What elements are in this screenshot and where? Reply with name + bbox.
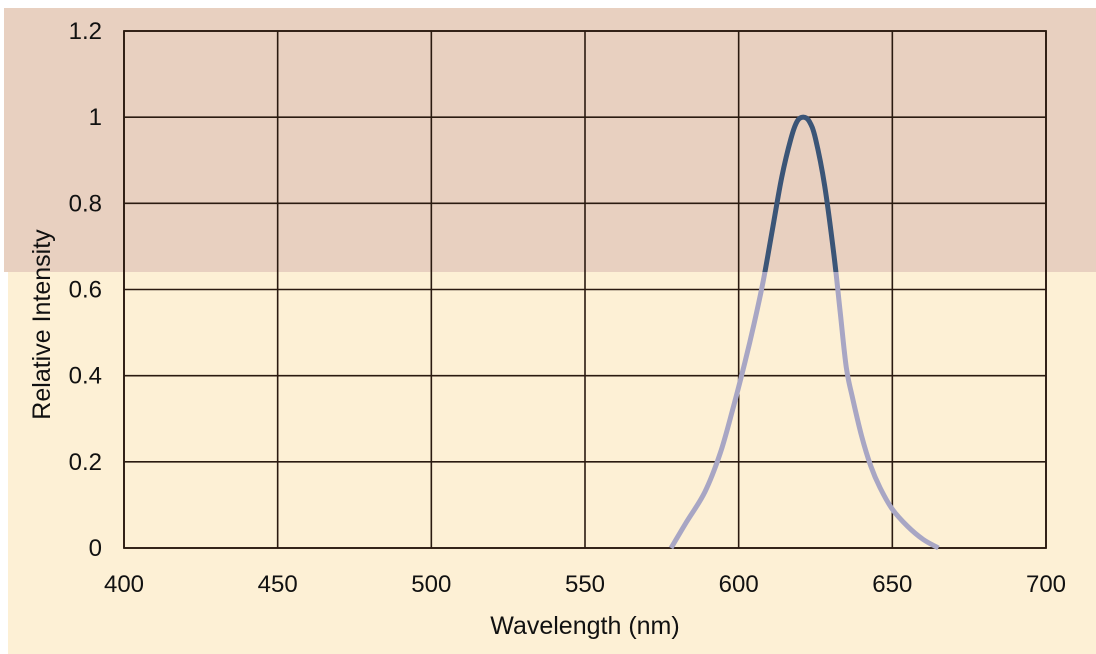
x-tick-label: 600 — [719, 571, 759, 598]
background-upper-band — [4, 8, 1096, 272]
x-tick-label: 450 — [258, 571, 298, 598]
x-tick-label: 400 — [104, 571, 144, 598]
y-tick-label: 0 — [89, 535, 102, 562]
grid-lines — [123, 30, 1047, 549]
y-tick-label: 0.6 — [69, 277, 102, 304]
x-tick-label: 550 — [565, 571, 605, 598]
y-axis-title: Relative Intensity — [28, 229, 56, 420]
y-tick-label: 1 — [89, 104, 102, 131]
y-tick-label: 0.8 — [69, 190, 102, 217]
x-tick-label: 500 — [411, 571, 451, 598]
series-line — [668, 272, 940, 551]
plot-frame — [123, 30, 1047, 549]
y-tick-label: 0.2 — [69, 449, 102, 476]
y-tick-label: 1.2 — [69, 18, 102, 45]
series-line — [762, 114, 839, 272]
y-tick-label: 0.4 — [69, 363, 102, 390]
series-curve — [668, 114, 940, 551]
background-lower-band — [8, 272, 1096, 654]
x-axis-title: Wavelength (nm) — [490, 612, 679, 640]
x-tick-label: 650 — [872, 571, 912, 598]
x-tick-label: 700 — [1026, 571, 1066, 598]
tick-labels: 400 450 500 550 600 650 700 0 0.2 0.4 0.6 0.8 1 1.2 — [69, 18, 1066, 598]
